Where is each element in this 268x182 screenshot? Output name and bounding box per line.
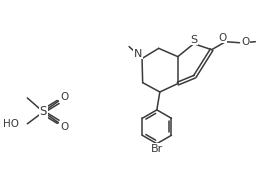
Text: O: O (60, 122, 68, 132)
Text: O: O (241, 37, 250, 47)
Text: HO: HO (3, 119, 19, 129)
Text: Br: Br (151, 144, 163, 154)
Text: S: S (190, 35, 197, 45)
Text: O: O (218, 33, 227, 43)
Text: S: S (40, 105, 47, 118)
Text: O: O (60, 92, 68, 102)
Text: N: N (134, 49, 142, 59)
